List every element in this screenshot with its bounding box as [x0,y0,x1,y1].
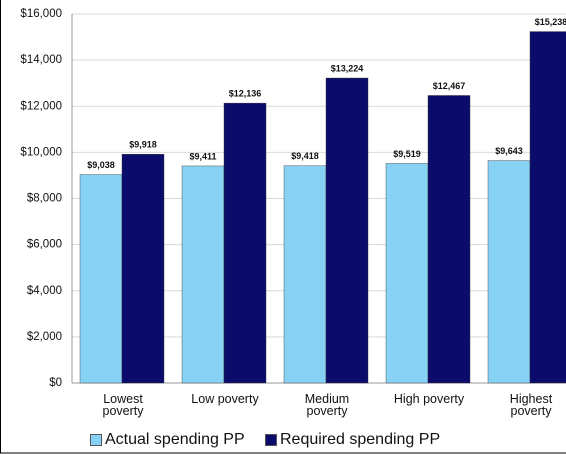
y-tick-label: $0 [49,377,62,389]
y-tick-label: $14,000 [20,54,62,66]
bar [223,102,267,384]
legend-item: Required spending PP [265,431,440,449]
value-label: $9,418 [291,151,319,161]
value-label: $12,136 [229,88,262,98]
bar [79,174,123,384]
y-tick-label: $12,000 [20,100,62,112]
bar [121,154,165,384]
value-label: $9,918 [129,140,157,150]
y-tick-label: $2,000 [27,331,62,343]
value-label: $13,224 [331,63,364,73]
legend-label: Required spending PP [280,431,441,448]
legend-label: Actual spending PP [105,431,245,448]
y-tick-label: $16,000 [20,8,62,20]
bar [325,77,369,384]
x-tick-label: Medium poverty [304,392,350,418]
value-label: $9,038 [87,160,115,170]
bar [427,95,471,384]
value-label: $9,411 [189,151,216,161]
bar [385,163,429,384]
value-label: $9,519 [393,149,421,159]
legend-swatch [265,434,277,446]
value-label: $12,467 [433,81,466,91]
value-label: $15,238 [535,17,566,27]
x-tick-label: Low poverty [191,392,259,406]
y-tick-label: $8,000 [27,193,62,205]
x-tick-label: Lowest poverty [102,392,144,418]
x-tick-label: High poverty [393,392,465,406]
legend-swatch [90,434,102,446]
x-tick-label: Highest poverty [509,392,553,418]
bar [487,160,531,384]
bar [283,165,327,384]
legend-item: Actual spending PP [90,431,245,449]
value-label: $9,643 [495,146,523,156]
y-tick-label: $10,000 [20,146,62,158]
y-tick-label: $4,000 [27,285,62,297]
bar [181,165,225,384]
y-tick-label: $6,000 [27,239,62,251]
bar [529,31,566,384]
